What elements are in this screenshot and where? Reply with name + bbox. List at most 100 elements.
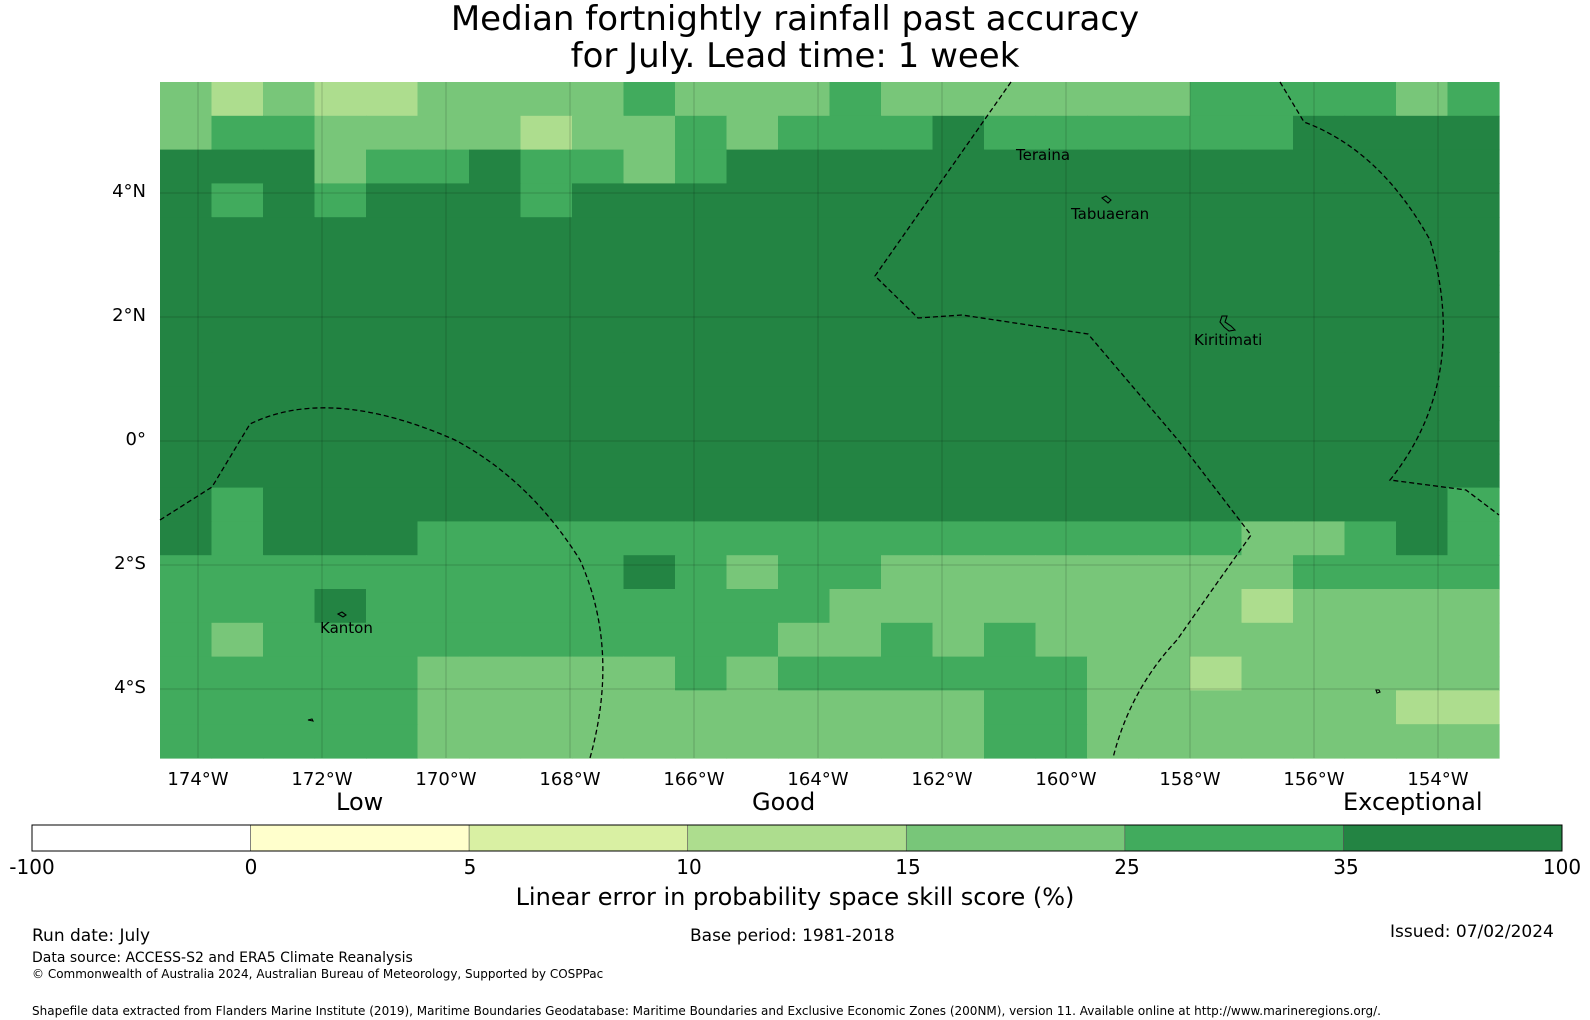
grid-cell: [675, 555, 728, 590]
grid-cell: [1396, 724, 1449, 759]
grid-cell: [1447, 217, 1500, 252]
grid-cell: [211, 318, 264, 353]
grid-cell: [675, 386, 728, 421]
grid-cell: [726, 589, 779, 624]
grid-cell: [623, 724, 676, 759]
grid-cell: [366, 217, 419, 252]
grid-cell: [829, 82, 882, 117]
grid-cell: [1241, 149, 1294, 184]
grid-cell: [1447, 589, 1500, 624]
grid-cell: [1396, 487, 1449, 522]
colorbar-title: Linear error in probability space skill …: [515, 883, 1075, 911]
grid-cell: [572, 251, 625, 286]
grid-cell: [1344, 284, 1397, 320]
grid-cell: [778, 656, 831, 691]
grid-cell: [1138, 622, 1191, 658]
grid-cell: [520, 555, 573, 590]
grid-cell: [726, 453, 779, 489]
grid-cell: [520, 82, 573, 117]
grid-cell: [1138, 82, 1191, 117]
grid-cell: [984, 487, 1037, 522]
grid-cell: [160, 82, 213, 117]
grid-cell: [726, 149, 779, 184]
grid-cell: [1293, 284, 1346, 320]
grid-cell: [160, 386, 213, 421]
grid-cell: [520, 115, 573, 151]
grid-cell: [1190, 656, 1243, 691]
grid-cell: [623, 487, 676, 522]
grid-cell: [1293, 724, 1346, 759]
grid-cell: [932, 82, 985, 117]
grid-cell: [263, 284, 316, 320]
grid-cell: [469, 82, 522, 117]
grid-cell: [572, 82, 625, 117]
data-source: Data source: ACCESS-S2 and ERA5 Climate …: [32, 950, 413, 966]
grid-cell: [417, 183, 470, 218]
island-label-teraina: Teraina: [1016, 146, 1071, 164]
grid-cell: [932, 420, 985, 455]
grid-cell: [520, 386, 573, 421]
grid-cell: [1344, 487, 1397, 522]
grid-cell: [417, 82, 470, 117]
grid-cell: [366, 724, 419, 759]
grid-cell: [417, 521, 470, 556]
grid-cell: [1138, 149, 1191, 184]
grid-cell: [1293, 690, 1346, 725]
grid-cell: [726, 284, 779, 320]
colorbar-bin: [250, 824, 470, 852]
grid-cell: [1447, 318, 1500, 353]
map-title-line-1: Median fortnightly rainfall past accurac…: [450, 0, 1140, 39]
island-label-tabuaeran: Tabuaeran: [1071, 205, 1150, 223]
grid-cell: [778, 352, 831, 387]
grid-cell: [623, 622, 676, 658]
grid-cell: [366, 352, 419, 387]
grid-cell: [1138, 724, 1191, 759]
grid-cell: [417, 217, 470, 252]
grid-cell: [881, 82, 934, 117]
grid-cell: [932, 487, 985, 522]
grid-cell: [829, 453, 882, 489]
grid-cell: [1190, 318, 1243, 353]
grid-cell: [1241, 555, 1294, 590]
grid-cell: [1035, 555, 1088, 590]
grid-cell: [984, 453, 1037, 489]
grid-cell: [520, 521, 573, 556]
grid-cell: [778, 318, 831, 353]
grid-cell: [520, 217, 573, 252]
grid-cell: [881, 656, 934, 691]
grid-cell: [1190, 724, 1243, 759]
grid-cell: [1087, 555, 1140, 590]
legend-category-low: Low: [336, 788, 384, 816]
grid-cell: [1396, 521, 1449, 556]
lon-label: 164°W: [787, 769, 849, 790]
grid-cell: [366, 115, 419, 151]
grid-cell: [1293, 487, 1346, 522]
grid-cell: [778, 589, 831, 624]
grid-cell: [211, 453, 264, 489]
grid-cell: [1293, 217, 1346, 252]
grid-cell: [417, 589, 470, 624]
lat-label: 4°S: [114, 677, 146, 698]
grid-cell: [469, 487, 522, 522]
grid-cell: [366, 149, 419, 184]
grid-cell: [675, 487, 728, 522]
grid-cell: [520, 318, 573, 353]
grid-cell: [932, 589, 985, 624]
issued-date: Issued: 07/02/2024: [1390, 922, 1554, 942]
grid-cell: [263, 149, 316, 184]
grid-cell: [881, 183, 934, 218]
grid-cell: [160, 589, 213, 624]
grid-cell: [1035, 386, 1088, 421]
grid-cell: [1035, 622, 1088, 658]
grid-cell: [1447, 284, 1500, 320]
grid-cell: [829, 589, 882, 624]
grid-cell: [726, 420, 779, 455]
grid-cell: [829, 690, 882, 725]
grid-cell: [881, 352, 934, 387]
grid-cell: [1396, 183, 1449, 218]
grid-cell: [1138, 420, 1191, 455]
grid-cell: [1190, 386, 1243, 421]
grid-cell: [675, 690, 728, 725]
grid-cell: [1138, 555, 1191, 590]
